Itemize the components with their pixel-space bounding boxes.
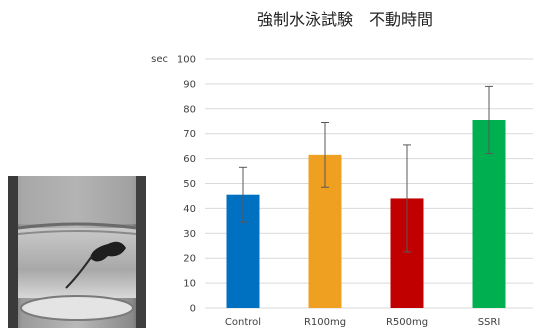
y-tick-label: 0 [190,304,196,315]
y-tick-label: 70 [183,129,196,140]
y-tick-label: 80 [183,104,196,115]
x-tick-control: Control [225,317,261,328]
y-tick-label: 30 [183,229,196,240]
y-tick-label: 90 [183,79,196,90]
chart-title: 強制水泳試験 不動時間 [257,10,433,29]
forced-swim-test-photo [8,176,146,328]
y-axis-unit: sec [151,54,168,65]
bars [226,120,506,308]
y-tick-label: 50 [183,179,196,190]
y-tick-label: 60 [183,154,196,165]
x-tick-ssri: SSRI [478,317,501,328]
error-bars [239,85,493,253]
y-axis-ticks: 0 10 20 30 40 50 60 70 80 90 100 [177,55,196,315]
y-tick-label: 40 [183,204,196,215]
x-axis-ticks: Control R100mg R500mg SSRI [225,317,500,328]
y-tick-label: 20 [183,254,196,265]
y-tick-label: 100 [177,55,196,66]
x-tick-r100mg: R100mg [304,317,346,328]
x-tick-r500mg: R500mg [386,317,428,328]
y-tick-label: 10 [183,279,196,290]
